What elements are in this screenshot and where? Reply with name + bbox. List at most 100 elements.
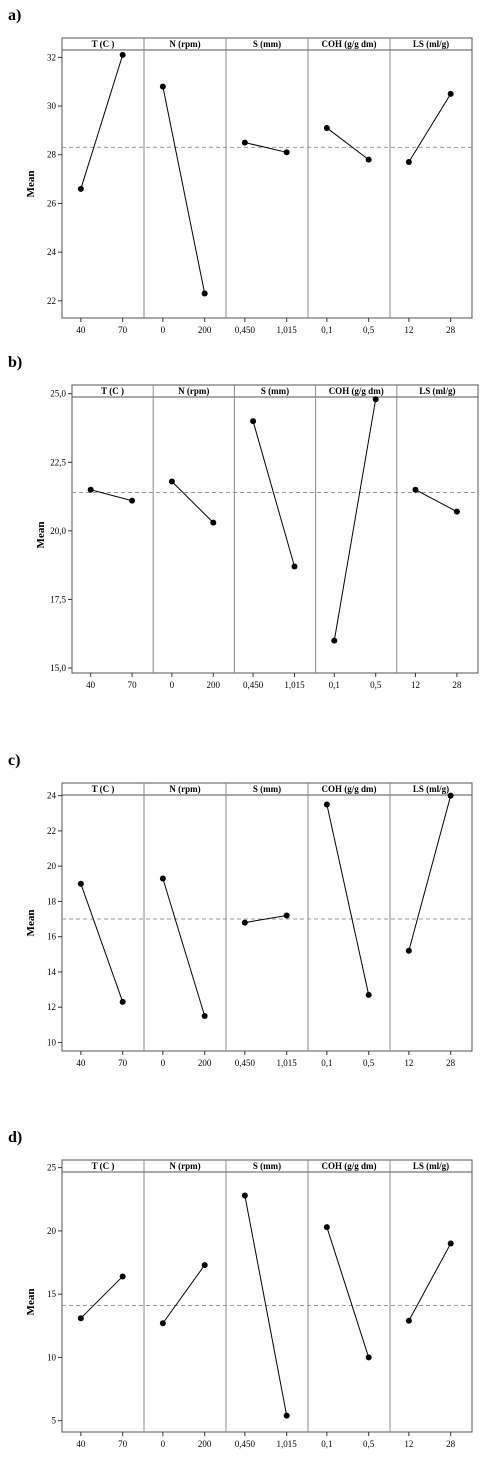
effect-line — [171, 481, 214, 523]
y-axis-label: Mean — [35, 522, 47, 549]
effect-line — [90, 489, 133, 502]
factor-header: LS (ml/g) — [419, 386, 455, 396]
y-tick-label: 24 — [47, 247, 57, 257]
x-tick-label: 12 — [404, 325, 413, 335]
data-point — [365, 1354, 372, 1361]
effect-line — [326, 127, 369, 161]
data-point — [405, 947, 412, 954]
plot-frame — [61, 782, 473, 1052]
x-tick-label: 40 — [76, 1439, 86, 1449]
y-tick-label: 25 — [47, 1163, 57, 1173]
y-tick-label: 20 — [47, 861, 57, 871]
data-point — [405, 159, 412, 166]
y-tick-label: 22,5 — [50, 457, 66, 467]
factor-header: N (rpm) — [169, 1161, 200, 1171]
data-point — [412, 486, 419, 493]
x-tick-label: 0,450 — [243, 680, 264, 690]
factor-header: COH (g/g dm) — [322, 39, 377, 49]
x-tick-label: 28 — [446, 1058, 456, 1068]
y-axis-label: Mean — [25, 171, 37, 198]
y-tick-label: 22 — [47, 826, 56, 836]
y-tick-label: 15,0 — [50, 663, 66, 673]
factor-header: N (rpm) — [169, 39, 200, 49]
effect-line — [162, 878, 206, 1017]
effect-line — [80, 883, 124, 1003]
plot-frame — [61, 1159, 473, 1433]
data-point — [201, 1262, 208, 1269]
x-tick-label: 0,1 — [321, 1058, 332, 1068]
factor-header: T (C ) — [92, 784, 115, 794]
data-point — [87, 486, 94, 493]
y-tick-label: 20 — [47, 1226, 57, 1236]
x-tick-label: 0,450 — [235, 1058, 256, 1068]
data-point — [283, 1412, 290, 1419]
panel-label: b) — [8, 354, 22, 371]
y-tick-label: 24 — [47, 791, 57, 801]
x-tick-label: 40 — [76, 325, 86, 335]
factor-header: LS (ml/g) — [413, 1161, 449, 1171]
x-tick-label: 1,015 — [277, 1058, 298, 1068]
x-tick-label: 1,015 — [277, 325, 298, 335]
effect-line — [80, 1276, 124, 1319]
x-tick-label: 200 — [198, 1058, 212, 1068]
x-tick-label: 40 — [76, 1058, 86, 1068]
factor-header: COH (g/g dm) — [322, 1161, 377, 1171]
y-tick-label: 28 — [47, 150, 57, 160]
x-tick-label: 0,1 — [329, 680, 340, 690]
data-point — [241, 1192, 248, 1199]
data-point — [119, 998, 126, 1005]
data-point — [250, 418, 257, 425]
y-tick-label: 30 — [47, 101, 57, 111]
data-point — [119, 51, 126, 58]
y-tick-label: 14 — [47, 967, 57, 977]
x-tick-label: 12 — [411, 680, 420, 690]
x-tick-label: 0,5 — [363, 325, 375, 335]
data-point — [241, 139, 248, 146]
panel-label: a) — [8, 7, 21, 24]
x-tick-label: 200 — [198, 325, 212, 335]
data-point — [447, 792, 454, 799]
data-point — [405, 1317, 412, 1324]
x-tick-label: 200 — [198, 1439, 212, 1449]
y-tick-label: 20,0 — [50, 526, 66, 536]
y-tick-label: 10 — [47, 1037, 57, 1047]
effect-line — [408, 1243, 452, 1321]
data-point — [119, 1273, 126, 1280]
effect-line — [326, 804, 370, 995]
factor-header: N (rpm) — [178, 386, 209, 396]
data-point — [283, 149, 290, 156]
x-tick-label: 0 — [161, 1058, 166, 1068]
x-tick-label: 12 — [404, 1439, 413, 1449]
data-point — [77, 880, 84, 887]
y-tick-label: 15 — [47, 1289, 57, 1299]
panel-3: c) 10 12 14 16 18 20 22 24 Mean T (C ) 40 70 N (rpm) 0… — [8, 752, 473, 1068]
factor-header: T (C ) — [92, 1161, 115, 1171]
factor-header: S (mm) — [253, 784, 281, 794]
factor-header: LS (ml/g) — [413, 784, 449, 794]
effect-line — [244, 1195, 288, 1416]
x-tick-label: 200 — [207, 680, 221, 690]
effect-line — [80, 54, 124, 189]
y-tick-label: 32 — [47, 52, 56, 62]
plot-frame — [71, 384, 479, 674]
data-point — [323, 124, 330, 131]
x-tick-label: 0 — [170, 680, 175, 690]
y-tick-label: 18 — [47, 896, 57, 906]
factor-header: N (rpm) — [169, 784, 200, 794]
data-point — [365, 991, 372, 998]
data-point — [129, 497, 136, 504]
factor-header: T (C ) — [101, 386, 124, 396]
factor-header: LS (ml/g) — [413, 39, 449, 49]
x-tick-label: 70 — [118, 1058, 128, 1068]
data-point — [241, 919, 248, 926]
data-point — [365, 156, 372, 163]
data-point — [201, 1013, 208, 1020]
data-point — [372, 396, 379, 403]
x-tick-label: 0 — [161, 1439, 166, 1449]
y-tick-label: 5 — [52, 1416, 57, 1426]
x-tick-label: 0,5 — [363, 1439, 375, 1449]
effect-line — [326, 1226, 370, 1358]
data-point — [159, 83, 166, 90]
